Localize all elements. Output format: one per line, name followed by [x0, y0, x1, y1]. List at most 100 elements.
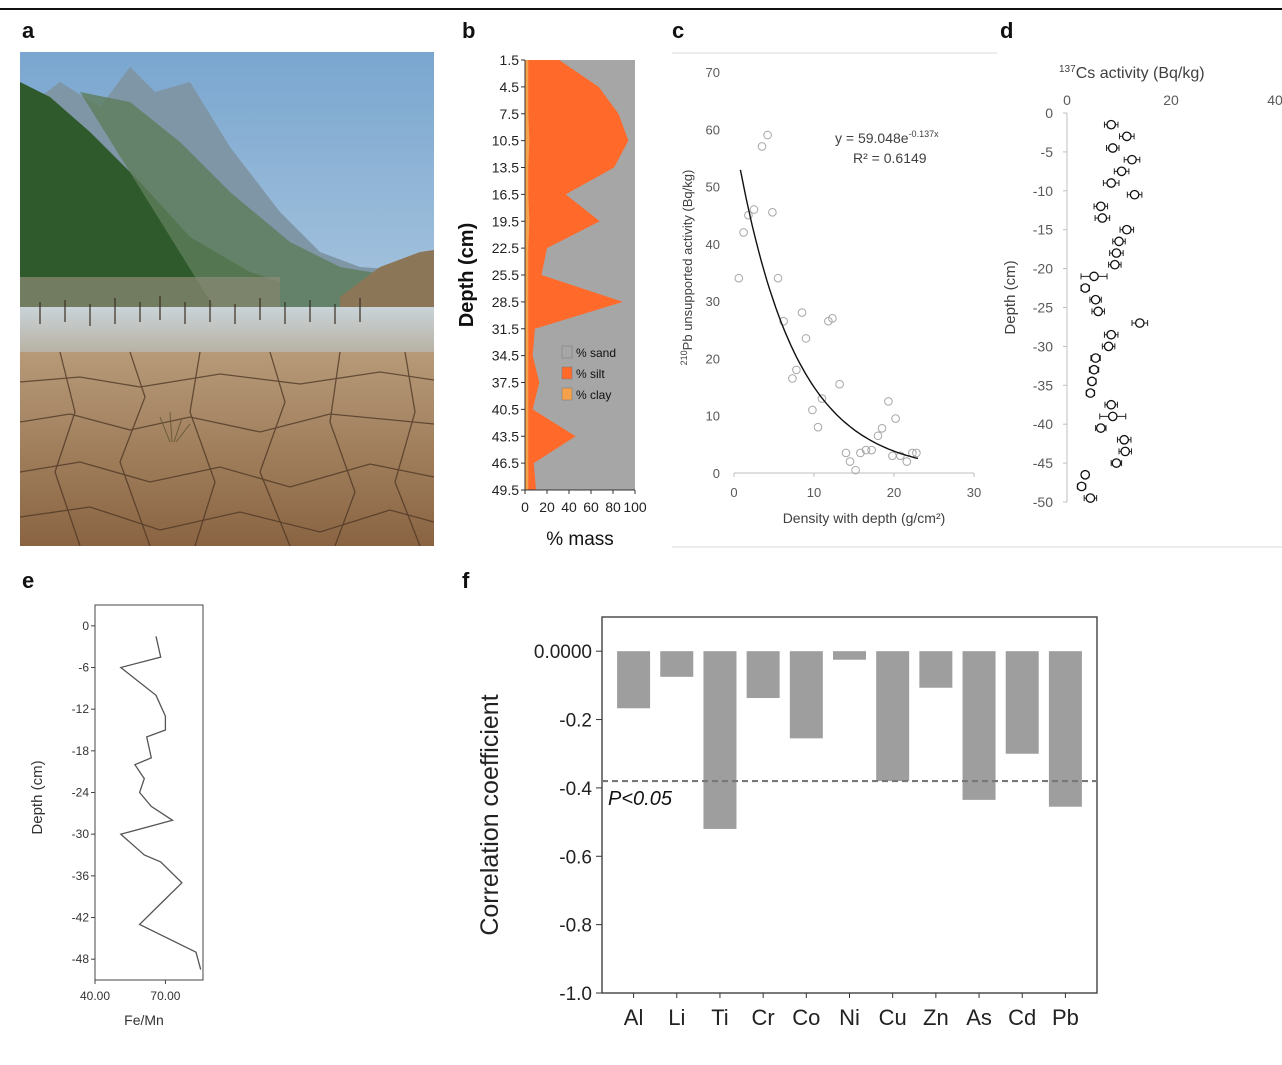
y-tick-label: -25: [1033, 300, 1053, 316]
x-tick-label: 0: [730, 485, 737, 500]
y-tick-label: -50: [1033, 494, 1053, 510]
bar: [617, 651, 651, 709]
x-tick-label: Al: [624, 1005, 644, 1030]
y-tick-label: 31.5: [492, 321, 519, 337]
y-tick-label: -30: [1033, 338, 1053, 354]
y-tick-label: -1.0: [559, 984, 592, 1005]
x-tick-label: Cd: [1008, 1005, 1036, 1030]
x-tick-label: Co: [792, 1005, 820, 1030]
panel-label-a: a: [22, 18, 35, 43]
y-tick-label: -42: [72, 911, 90, 925]
bar: [833, 651, 866, 660]
y-tick-label: -12: [72, 702, 90, 716]
data-point: [845, 457, 855, 466]
data-point: [808, 405, 817, 415]
data-point: [902, 457, 912, 466]
fe-mn-line: [119, 636, 202, 970]
data-point: [817, 394, 827, 403]
x-axis-title: Density with depth (g/cm²): [783, 510, 946, 526]
x-tick-label: 0: [521, 499, 529, 515]
legend-label: % clay: [576, 388, 611, 402]
x-tick-label: Ni: [839, 1005, 860, 1030]
y-tick-label: -30: [72, 827, 90, 841]
data-point: [749, 205, 759, 214]
data-point: [835, 379, 844, 389]
data-point: [1080, 469, 1091, 480]
data-point: [801, 334, 811, 343]
bar: [919, 651, 953, 688]
data-point: [1089, 364, 1099, 375]
data-point: [912, 448, 921, 458]
x-tick-label: 20: [887, 485, 901, 500]
data-point: [1119, 434, 1130, 445]
y-tick-label: -40: [1033, 416, 1053, 432]
x-tick-label: Cr: [752, 1005, 775, 1030]
data-point: [1076, 481, 1087, 492]
x-tick-label: 60: [583, 499, 599, 515]
data-point: [1134, 318, 1145, 328]
data-point: [851, 465, 860, 475]
y-tick-label: 46.5: [492, 455, 519, 471]
pb210-scatter-chart: 0 10 20 30 40 50 60 70 0 10 20 30 y = 59.048e-0.137x…: [672, 50, 997, 550]
y-tick-label: 20: [706, 351, 720, 366]
data-point: [1120, 446, 1131, 457]
bar: [1048, 651, 1082, 807]
clay-area: [525, 60, 530, 490]
bar: [660, 651, 694, 677]
x-tick-label: 20: [1163, 92, 1179, 108]
x-tick-label: Ti: [711, 1005, 729, 1030]
fit-equation: y = 59.048e-0.137x: [835, 129, 939, 146]
data-point: [873, 431, 883, 441]
y-tick-label: -10: [1033, 183, 1053, 199]
data-point: [1111, 248, 1122, 258]
data-point: [856, 448, 865, 458]
data-point: [1095, 423, 1106, 433]
bar: [789, 651, 823, 739]
y-tick-label: 37.5: [492, 375, 519, 391]
data-point: [739, 228, 748, 237]
data-point: [734, 273, 744, 283]
y-tick-label: 19.5: [492, 213, 519, 229]
y-tick-label: -5: [1041, 144, 1054, 160]
x-tick-label: 70.00: [150, 989, 180, 1003]
y-tick-label: -20: [1033, 261, 1053, 277]
data-point: [877, 424, 887, 433]
data-point: [1114, 236, 1124, 247]
x-tick-label: Pb: [1052, 1005, 1079, 1030]
y-tick-label: 4.5: [500, 79, 520, 95]
data-point: [1107, 411, 1118, 422]
y-tick-label: 70: [706, 65, 720, 80]
y-tick-label: 0: [713, 466, 720, 481]
data-point: [1097, 213, 1108, 223]
y-tick-label: 0: [1045, 105, 1053, 121]
x-axis-title-superscript: 137: [1059, 64, 1076, 75]
x-tick-label: 10: [807, 485, 821, 500]
y-axis-title-superscript: 210: [679, 350, 689, 365]
y-tick-label: 49.5: [492, 482, 519, 498]
data-point: [1106, 399, 1117, 410]
y-axis-title: Depth (cm): [456, 223, 478, 327]
data-point: [1085, 388, 1096, 398]
data-point: [888, 451, 897, 461]
data-point: [861, 445, 871, 455]
y-tick-label: 40.5: [492, 401, 519, 417]
x-tick-label: 0: [1063, 92, 1071, 108]
panel-label-c: c: [672, 18, 685, 43]
data-point: [828, 314, 837, 323]
equation-base: y = 59.048e: [835, 130, 909, 146]
x-tick-label: 80: [605, 499, 621, 515]
y-axis-title: Depth (cm): [1002, 260, 1019, 334]
y-tick-label: -36: [72, 869, 90, 883]
y-tick-label: -18: [72, 744, 90, 758]
threshold-label: P<0.05: [608, 788, 673, 810]
bar: [746, 651, 780, 699]
y-tick-label: -0.6: [559, 847, 592, 868]
landscape-photo: [19, 52, 435, 547]
x-tick-label: 40: [561, 499, 577, 515]
y-tick-label: -35: [1033, 377, 1053, 393]
bar: [1005, 651, 1039, 754]
data-point: [1107, 143, 1118, 153]
data-point: [792, 365, 801, 375]
x-tick-label: Li: [668, 1005, 685, 1030]
r-squared: R² = 0.6149: [853, 150, 927, 166]
